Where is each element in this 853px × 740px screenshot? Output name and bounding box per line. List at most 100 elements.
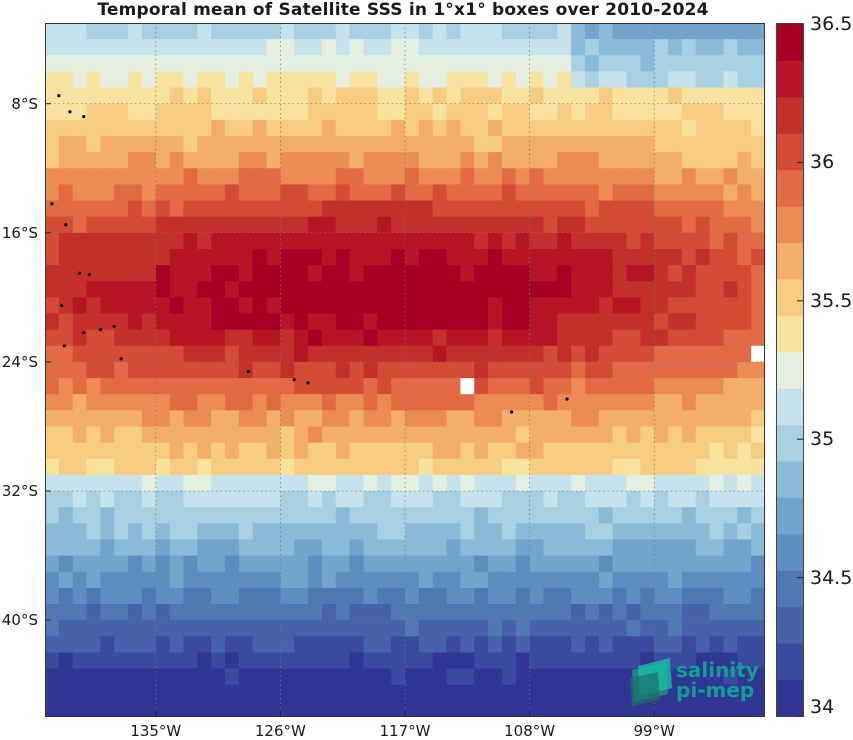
grid-cell [252,329,267,347]
grid-cell [474,248,489,266]
grid-cell [626,119,641,137]
grid-cell [488,604,503,621]
grid-cell [155,636,171,653]
grid-cell [405,39,420,56]
grid-cell [598,442,614,460]
grid-cell [45,361,60,379]
grid-cell [571,426,586,444]
grid-cell [751,587,765,605]
grid-cell [557,232,572,250]
grid-cell [598,555,614,573]
grid-cell [169,378,184,395]
grid-cell [183,491,198,508]
grid-cell [488,265,503,282]
grid-cell [709,200,724,218]
grid-cell [681,248,697,266]
grid-cell [557,281,572,298]
grid-cell [405,458,420,476]
grid-cell [571,587,586,605]
grid-cell [155,345,171,363]
grid-cell [211,410,226,427]
grid-cell [668,135,683,153]
grid-cell [585,636,600,653]
grid-cell [737,87,752,105]
grid-cell [529,200,544,218]
grid-cell [501,700,517,717]
grid-cell [114,23,129,40]
grid-cell [238,700,254,717]
grid-cell [169,652,184,669]
grid-cell [197,652,212,669]
grid-cell [612,119,627,137]
grid-cell [128,491,143,508]
grid-cell [598,636,614,653]
grid-cell [612,636,627,653]
grid-cell [654,248,669,266]
grid-cell [474,87,489,105]
grid-cell [737,184,752,201]
grid-cell [695,361,711,379]
grid-cell [266,604,281,621]
grid-cell [474,297,489,314]
grid-cell [86,587,101,605]
grid-cell [72,458,87,476]
grid-cell [155,652,171,669]
grid-cell [225,313,240,331]
grid-cell [58,361,74,379]
colorbar-segment [777,351,803,389]
grid-cell [529,555,544,573]
grid-cell [751,135,765,153]
grid-cell [377,135,392,153]
grid-cell [238,103,254,121]
grid-cell [460,587,475,605]
grid-cell [58,135,74,153]
grid-cell [626,200,641,218]
grid-cell [598,103,614,121]
grid-cell [72,152,87,169]
grid-cell [141,636,157,653]
grid-cell [225,200,240,218]
grid-cell [128,507,143,524]
grid-cell [446,587,461,605]
grid-cell [183,507,198,524]
grid-cell [488,248,503,266]
grid-cell [515,313,531,331]
grid-cell [252,426,267,444]
grid-cell [529,135,544,153]
grid-cell [474,361,489,379]
grid-cell [183,539,198,557]
grid-cell [280,410,295,427]
grid-cell [391,184,406,201]
grid-cell [141,523,157,540]
grid-cell [128,135,143,153]
grid-cell [252,313,267,331]
grid-cell [349,87,364,105]
grid-cell [155,55,171,72]
grid-cell [737,329,752,347]
island [57,94,61,98]
grid-cell [598,700,614,717]
grid-cell [557,71,572,88]
grid-cell [100,636,115,653]
grid-cell [308,23,323,40]
grid-cell [460,555,475,573]
grid-cell [252,652,267,669]
grid-cell [695,442,711,460]
grid-cell [363,119,378,137]
grid-cell [585,539,600,557]
grid-cell [58,652,74,669]
grid-cell [86,491,101,508]
grid-cell [474,135,489,153]
grid-cell [529,87,544,105]
grid-cell [460,103,475,121]
grid-cell [363,87,378,105]
grid-cell [335,652,351,669]
grid-cell [211,652,226,669]
grid-cell [557,23,572,40]
grid-cell [391,636,406,653]
grid-cell [626,345,641,363]
grid-cell [128,232,143,250]
grid-cell [474,474,489,492]
grid-cell [294,87,309,105]
grid-cell [432,200,447,218]
